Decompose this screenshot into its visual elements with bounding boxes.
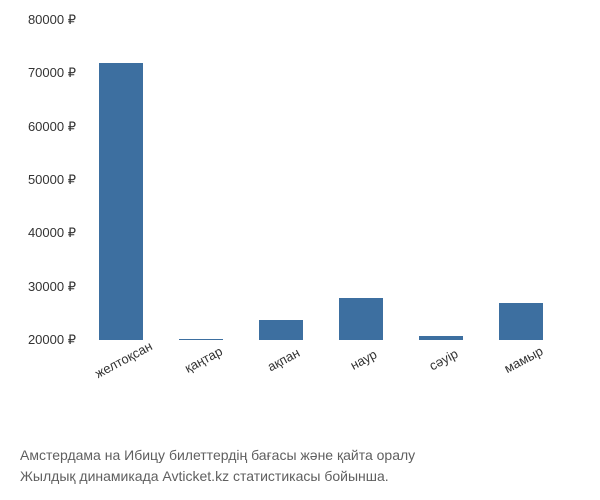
bar xyxy=(419,336,463,340)
bar-group xyxy=(161,20,241,340)
bar-group xyxy=(481,20,561,340)
x-tick-label: ақпан xyxy=(245,334,323,385)
chart-caption: Амстердама на Ибицу билеттердің бағасы ж… xyxy=(20,445,415,487)
y-tick-label: 70000 ₽ xyxy=(28,65,76,81)
y-axis: 20000 ₽30000 ₽40000 ₽50000 ₽60000 ₽70000… xyxy=(6,20,76,340)
caption-line-1: Амстердама на Ибицу билеттердің бағасы ж… xyxy=(20,445,415,466)
x-tick-label: мамыр xyxy=(485,334,563,385)
bar xyxy=(179,339,223,340)
bar xyxy=(499,303,543,340)
y-tick-label: 20000 ₽ xyxy=(28,332,76,348)
bar xyxy=(339,298,383,340)
bars-region xyxy=(81,20,561,340)
y-tick-label: 60000 ₽ xyxy=(28,119,76,135)
x-axis-labels: желтоқсанқаңтарақпаннаурсәуірмамыр xyxy=(80,345,560,368)
caption-line-2: Жылдық динамикада Avticket.kz статистика… xyxy=(20,466,415,487)
y-tick-label: 80000 ₽ xyxy=(28,12,76,28)
bar-group xyxy=(401,20,481,340)
chart-container: 20000 ₽30000 ₽40000 ₽50000 ₽60000 ₽70000… xyxy=(80,20,560,380)
bar-group xyxy=(241,20,321,340)
bar-group xyxy=(321,20,401,340)
bar xyxy=(99,63,143,340)
x-tick-label: желтоқсан xyxy=(85,334,163,385)
bar xyxy=(259,320,303,340)
y-tick-label: 50000 ₽ xyxy=(28,172,76,188)
plot-area: 20000 ₽30000 ₽40000 ₽50000 ₽60000 ₽70000… xyxy=(80,20,560,340)
y-tick-label: 40000 ₽ xyxy=(28,225,76,241)
y-tick-label: 30000 ₽ xyxy=(28,279,76,295)
x-tick-label: сәуір xyxy=(405,334,483,385)
x-tick-label: қаңтар xyxy=(165,334,243,385)
bar-group xyxy=(81,20,161,340)
x-tick-label: наур xyxy=(325,334,403,385)
